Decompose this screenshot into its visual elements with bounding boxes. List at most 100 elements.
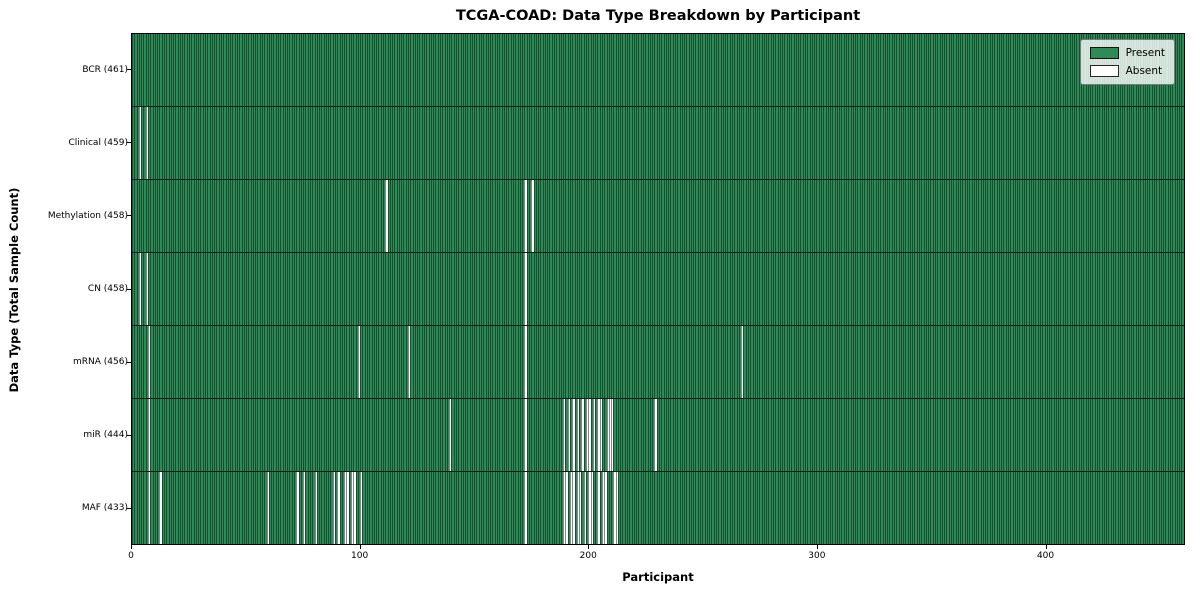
present-cell: [704, 472, 707, 544]
present-cell: [328, 180, 331, 252]
present-cell: [319, 107, 322, 179]
present-cell: [506, 326, 509, 398]
present-cell: [316, 180, 320, 252]
present-cell: [497, 399, 500, 471]
present-cell: [1135, 107, 1139, 179]
present-cell: [859, 253, 862, 325]
present-cell: [405, 34, 409, 106]
present-cell: [512, 326, 516, 398]
present-cell: [693, 472, 696, 544]
present-cell: [725, 180, 728, 252]
present-cell: [1044, 326, 1047, 398]
present-cell: [695, 399, 698, 471]
present-cell: [248, 34, 251, 106]
present-cell: [893, 472, 897, 544]
present-cell: [966, 399, 970, 471]
present-cell: [1108, 107, 1111, 179]
present-cell: [214, 34, 217, 106]
present-cell: [387, 399, 390, 471]
present-cell: [818, 253, 821, 325]
present-cell: [143, 253, 146, 325]
present-cell: [633, 34, 637, 106]
present-cell: [643, 34, 646, 106]
present-cell: [1108, 399, 1111, 471]
present-cell: [661, 107, 664, 179]
present-cell: [866, 399, 869, 471]
present-cell: [453, 472, 456, 544]
present-cell: [741, 107, 744, 179]
present-cell: [1017, 472, 1020, 544]
present-cell: [1065, 107, 1068, 179]
present-cell: [323, 107, 326, 179]
present-cell: [690, 326, 694, 398]
present-cell: [1172, 399, 1175, 471]
present-cell: [380, 107, 383, 179]
present-cell: [408, 180, 411, 252]
present-cell: [734, 399, 737, 471]
present-cell: [898, 107, 901, 179]
present-cell: [613, 34, 616, 106]
present-cell: [684, 472, 687, 544]
present-cell: [168, 180, 171, 252]
present-cell: [325, 34, 329, 106]
present-cell: [371, 472, 374, 544]
present-cell: [862, 107, 865, 179]
present-cell: [1053, 34, 1056, 106]
present-cell: [884, 34, 888, 106]
present-cell: [784, 180, 787, 252]
present-cell: [684, 399, 687, 471]
present-cell: [1026, 326, 1029, 398]
present-cell: [316, 399, 320, 471]
x-tick-mark: [816, 545, 818, 549]
present-cell: [1035, 34, 1038, 106]
present-cell: [230, 326, 233, 398]
present-cell: [866, 326, 869, 398]
present-cell: [485, 34, 488, 106]
present-cell: [971, 472, 974, 544]
present-cell: [896, 326, 899, 398]
present-cell: [1074, 34, 1077, 106]
present-cell: [1167, 472, 1170, 544]
present-cell: [227, 34, 231, 106]
present-cell: [408, 34, 411, 106]
present-cell: [789, 253, 792, 325]
present-cell: [205, 326, 208, 398]
present-cell: [709, 472, 712, 544]
present-cell: [601, 399, 605, 471]
present-cell: [442, 399, 445, 471]
present-cell: [606, 326, 609, 398]
present-cell: [820, 180, 824, 252]
present-cell: [341, 399, 345, 471]
present-cell: [1087, 326, 1091, 398]
present-cell: [928, 472, 931, 544]
present-cell: [743, 107, 746, 179]
present-cell: [1033, 472, 1036, 544]
absent-cell: [524, 399, 527, 471]
present-cell: [369, 326, 372, 398]
present-cell: [503, 399, 507, 471]
absent-cell: [601, 472, 605, 544]
present-cell: [337, 180, 340, 252]
present-cell: [378, 180, 381, 252]
present-cell: [533, 472, 536, 544]
present-cell: [278, 326, 281, 398]
present-cell: [300, 107, 304, 179]
present-cell: [405, 253, 409, 325]
present-cell: [928, 107, 931, 179]
present-cell: [1087, 253, 1091, 325]
present-cell: [449, 472, 452, 544]
present-cell: [512, 34, 516, 106]
present-cell: [262, 253, 265, 325]
present-cell: [980, 253, 983, 325]
present-cell: [889, 253, 892, 325]
absent-cell: [581, 399, 584, 471]
present-cell: [542, 34, 545, 106]
present-cell: [330, 180, 333, 252]
present-cell: [150, 34, 153, 106]
present-cell: [191, 472, 194, 544]
present-cell: [1172, 326, 1175, 398]
present-cell: [1071, 34, 1075, 106]
present-cell: [880, 326, 883, 398]
present-cell: [939, 34, 942, 106]
present-cell: [309, 253, 313, 325]
